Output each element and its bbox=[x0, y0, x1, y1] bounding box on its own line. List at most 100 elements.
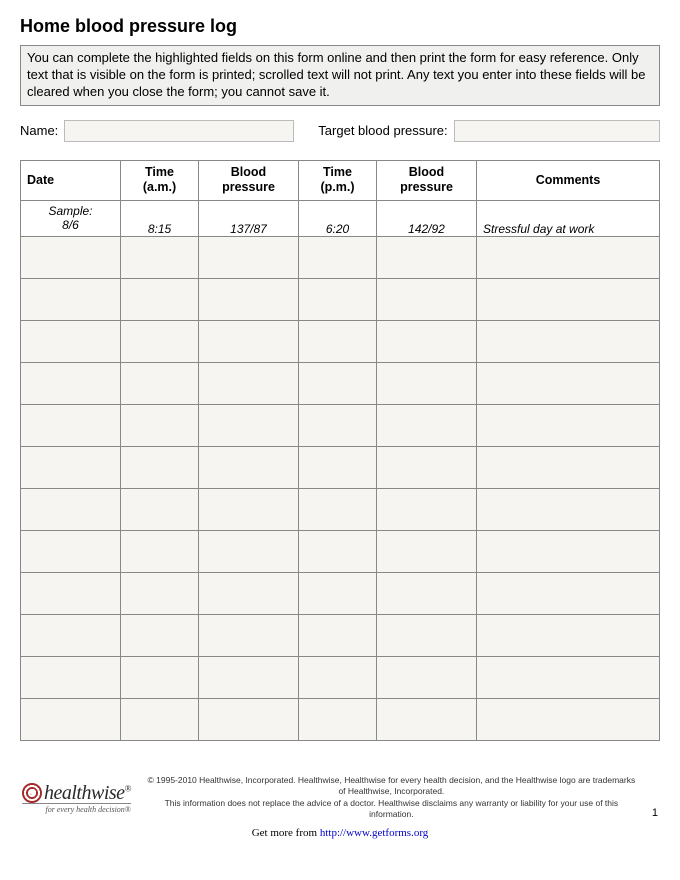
input-bp_pm[interactable] bbox=[377, 405, 476, 446]
input-bp_pm[interactable] bbox=[377, 237, 476, 278]
input-comments[interactable] bbox=[477, 405, 659, 446]
input-date[interactable] bbox=[21, 699, 120, 740]
input-bp_pm[interactable] bbox=[377, 447, 476, 488]
input-time_am[interactable] bbox=[121, 531, 198, 572]
input-time_am[interactable] bbox=[121, 699, 198, 740]
input-time_am[interactable] bbox=[121, 489, 198, 530]
input-time_pm[interactable] bbox=[299, 615, 376, 656]
input-time_am[interactable] bbox=[121, 447, 198, 488]
input-bp_am[interactable] bbox=[199, 447, 298, 488]
input-comments[interactable] bbox=[477, 279, 659, 320]
input-comments[interactable] bbox=[477, 657, 659, 698]
target-input[interactable] bbox=[454, 120, 660, 142]
sample-comments: Stressful day at work bbox=[477, 200, 660, 236]
input-comments[interactable] bbox=[477, 363, 659, 404]
col-header-time_am: Time(a.m.) bbox=[121, 160, 199, 200]
input-date[interactable] bbox=[21, 531, 120, 572]
input-comments[interactable] bbox=[477, 699, 659, 740]
col-header-date: Date bbox=[21, 160, 121, 200]
cell-comments bbox=[477, 236, 660, 278]
cell-time_pm bbox=[299, 446, 377, 488]
input-comments[interactable] bbox=[477, 447, 659, 488]
cell-bp_pm bbox=[377, 572, 477, 614]
input-bp_am[interactable] bbox=[199, 405, 298, 446]
getforms-link[interactable]: http://www.getforms.org bbox=[320, 827, 428, 839]
input-bp_pm[interactable] bbox=[377, 615, 476, 656]
input-time_am[interactable] bbox=[121, 615, 198, 656]
input-time_am[interactable] bbox=[121, 657, 198, 698]
input-time_am[interactable] bbox=[121, 363, 198, 404]
input-date[interactable] bbox=[21, 405, 120, 446]
input-time_pm[interactable] bbox=[299, 321, 376, 362]
input-date[interactable] bbox=[21, 657, 120, 698]
input-time_pm[interactable] bbox=[299, 657, 376, 698]
cell-comments bbox=[477, 488, 660, 530]
input-time_pm[interactable] bbox=[299, 699, 376, 740]
cell-date bbox=[21, 236, 121, 278]
cell-time_am bbox=[121, 488, 199, 530]
input-time_am[interactable] bbox=[121, 279, 198, 320]
input-date[interactable] bbox=[21, 279, 120, 320]
input-time_am[interactable] bbox=[121, 573, 198, 614]
input-bp_am[interactable] bbox=[199, 321, 298, 362]
input-time_pm[interactable] bbox=[299, 447, 376, 488]
input-comments[interactable] bbox=[477, 237, 659, 278]
cell-bp_am bbox=[199, 320, 299, 362]
input-bp_pm[interactable] bbox=[377, 321, 476, 362]
input-bp_pm[interactable] bbox=[377, 489, 476, 530]
input-date[interactable] bbox=[21, 615, 120, 656]
name-input[interactable] bbox=[64, 120, 294, 142]
input-bp_pm[interactable] bbox=[377, 279, 476, 320]
input-time_pm[interactable] bbox=[299, 405, 376, 446]
cell-bp_am bbox=[199, 362, 299, 404]
input-time_am[interactable] bbox=[121, 405, 198, 446]
input-time_pm[interactable] bbox=[299, 363, 376, 404]
cell-time_pm bbox=[299, 404, 377, 446]
input-comments[interactable] bbox=[477, 531, 659, 572]
input-time_pm[interactable] bbox=[299, 489, 376, 530]
input-time_am[interactable] bbox=[121, 321, 198, 362]
input-bp_am[interactable] bbox=[199, 279, 298, 320]
cell-time_am bbox=[121, 362, 199, 404]
input-bp_pm[interactable] bbox=[377, 573, 476, 614]
input-bp_am[interactable] bbox=[199, 657, 298, 698]
cell-bp_am bbox=[199, 236, 299, 278]
input-bp_am[interactable] bbox=[199, 615, 298, 656]
input-time_am[interactable] bbox=[121, 237, 198, 278]
cell-comments bbox=[477, 698, 660, 740]
input-bp_pm[interactable] bbox=[377, 531, 476, 572]
input-bp_am[interactable] bbox=[199, 699, 298, 740]
input-bp_am[interactable] bbox=[199, 573, 298, 614]
input-comments[interactable] bbox=[477, 573, 659, 614]
input-date[interactable] bbox=[21, 321, 120, 362]
table-row bbox=[21, 656, 660, 698]
input-date[interactable] bbox=[21, 363, 120, 404]
input-bp_pm[interactable] bbox=[377, 699, 476, 740]
input-date[interactable] bbox=[21, 489, 120, 530]
input-comments[interactable] bbox=[477, 321, 659, 362]
sample-row: Sample:8/68:15137/876:20142/92Stressful … bbox=[21, 200, 660, 236]
input-date[interactable] bbox=[21, 447, 120, 488]
sample-time_pm: 6:20 bbox=[299, 200, 377, 236]
input-date[interactable] bbox=[21, 573, 120, 614]
input-bp_am[interactable] bbox=[199, 531, 298, 572]
input-bp_pm[interactable] bbox=[377, 657, 476, 698]
input-bp_am[interactable] bbox=[199, 237, 298, 278]
input-time_pm[interactable] bbox=[299, 573, 376, 614]
table-row bbox=[21, 614, 660, 656]
input-time_pm[interactable] bbox=[299, 237, 376, 278]
cell-bp_am bbox=[199, 278, 299, 320]
input-bp_pm[interactable] bbox=[377, 363, 476, 404]
input-bp_am[interactable] bbox=[199, 363, 298, 404]
logo-tagline: for every health decision® bbox=[22, 803, 131, 814]
cell-comments bbox=[477, 530, 660, 572]
cell-date bbox=[21, 656, 121, 698]
cell-bp_am bbox=[199, 488, 299, 530]
input-comments[interactable] bbox=[477, 615, 659, 656]
input-time_pm[interactable] bbox=[299, 279, 376, 320]
table-row bbox=[21, 488, 660, 530]
input-date[interactable] bbox=[21, 237, 120, 278]
input-comments[interactable] bbox=[477, 489, 659, 530]
input-time_pm[interactable] bbox=[299, 531, 376, 572]
input-bp_am[interactable] bbox=[199, 489, 298, 530]
